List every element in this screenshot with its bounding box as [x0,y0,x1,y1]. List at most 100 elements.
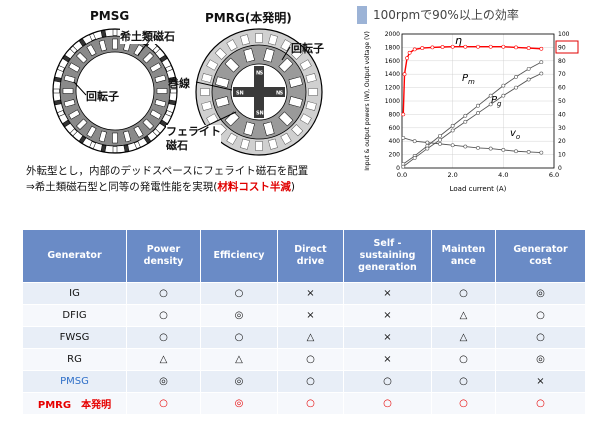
svg-text:N: N [240,91,244,97]
svg-text:S: S [236,91,240,97]
svg-text:N: N [276,91,280,97]
table-row: RG △ △ ○ × ○ ◎ [22,348,586,371]
series-line-pm [403,61,542,165]
generator-name-cell: RG [22,348,127,371]
y-left-tick-label: 0 [396,165,400,172]
series-line-pg [402,73,542,168]
svg-text:S: S [256,111,260,117]
generator-name-cell: FWSG [22,326,127,349]
data-point [476,103,480,108]
data-point [488,44,493,49]
header-cell: Generator cost [495,229,586,283]
generator-name-cell: PMSG [22,370,127,393]
y-right-tick-label: 20 [558,138,566,145]
table-row: PMRG 本発明 ○ ◎ ○ ○ ○ ○ [22,392,586,415]
data-point [488,93,493,98]
data-point [514,149,518,154]
data-point [425,146,430,151]
data-point [476,111,480,115]
data-point [450,123,455,128]
series-label-pg: Pg [491,95,502,108]
rating-cell: × [343,326,432,349]
series-label-vo: vo [510,128,520,141]
rare-earth-magnet-label: 希土類磁石 [120,28,175,44]
series-label-eta: η [455,34,462,47]
rating-cell: × [343,348,432,371]
header-cell: Direct drive [277,229,344,283]
rating-cell: △ [277,326,344,349]
rating-cell: ○ [126,326,201,349]
rating-cell: ◎ [200,370,278,393]
data-point [488,146,493,151]
y-right-tick-label: 90 [558,44,566,51]
header-cell: Mainten ance [431,229,496,283]
data-point [401,112,406,117]
data-point [501,148,506,152]
data-point [539,46,544,51]
highlight-90-box [555,40,579,54]
x-tick-label: 6.0 [549,171,559,179]
y-right-tick-label: 80 [558,58,566,65]
rating-cell: ◎ [200,304,278,327]
generator-name-cell: DFIG [22,304,127,327]
data-point [514,74,518,79]
series-line-vo [403,137,542,154]
callout-lines [73,39,291,131]
table-row: IG ○ ○ × × ○ ◎ [22,282,586,305]
data-point [501,44,506,49]
data-point [463,144,468,149]
rating-cell: ○ [126,282,201,305]
rating-cell: ◎ [495,348,586,371]
data-point [526,77,531,82]
data-point [463,119,468,124]
svg-text:S: S [260,71,264,77]
rating-cell: × [277,282,344,305]
data-point [476,44,480,49]
rating-cell: ○ [277,370,344,393]
data-point [463,44,468,49]
y-right-tick-label: 30 [558,125,566,132]
rotor-label-left: 回転子 [86,88,119,104]
y-right-tick-label: 100 [558,31,570,38]
rating-cell: ○ [343,392,432,415]
data-point [425,140,430,145]
ferrite-magnet-label: フェライト 磁石 [166,125,221,153]
pmrg-diagram: N SS NS N N S [195,28,323,156]
data-point [401,164,406,169]
rating-cell: ○ [431,370,496,393]
y-left-tick-label: 400 [389,138,401,145]
caption-line-2-prefix: ⇒希土類磁石型と同等の発電性能を実現( [26,181,218,193]
y-right-tick-label: 0 [558,165,562,172]
x-tick-label: 0.0 [397,171,407,179]
plot-frame [401,33,555,169]
x-tick-label: 2.0 [447,171,457,179]
rating-cell: ○ [495,304,586,327]
rating-cell: ○ [495,392,586,415]
caption-line-2: ⇒希土類磁石型と同等の発電性能を実現(材料コスト半減) [26,180,295,195]
rating-cell: × [495,370,586,393]
heading-accent-bar [357,6,367,24]
caption-highlight: 材料コスト半減 [217,181,291,193]
generator-name-cell: PMRG 本発明 [22,392,127,415]
comparison-table: Generator Power density Efficiency Direct d… [22,229,586,415]
rating-cell: × [277,304,344,327]
rating-cell: ◎ [495,282,586,305]
rating-cell: ○ [431,282,496,305]
header-cell: Efficiency [200,229,278,283]
data-point [450,128,455,133]
data-point [501,83,506,88]
svg-text:N: N [260,111,264,117]
data-point [539,60,544,65]
chart-heading: 100rpmで90%以上の効率 [373,8,519,22]
rating-cell: ○ [126,304,201,327]
data-point [488,102,493,107]
rating-cell: ○ [277,392,344,415]
pmrg-label: PMRG(本発明) [205,11,292,25]
series-line-η [402,46,542,115]
header-cell: Generator [22,229,127,283]
data-point [430,45,435,50]
caption-line-2-suffix: ) [290,181,296,193]
data-point [412,47,417,52]
table-row: PMSG ◎ ◎ ○ ○ ○ × [22,370,586,393]
data-point [463,113,468,118]
